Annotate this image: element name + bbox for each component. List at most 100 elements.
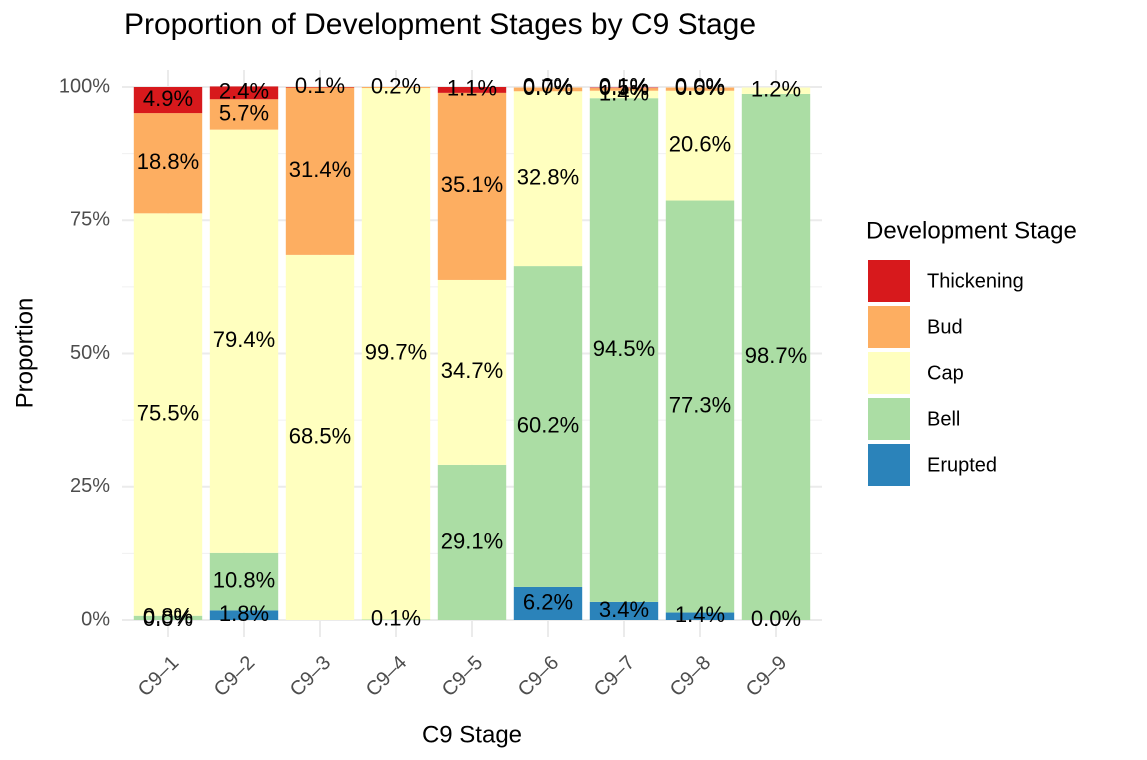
bar-segment xyxy=(589,98,659,602)
value-label: 0.1% xyxy=(599,74,649,99)
value-label: 1.4% xyxy=(599,80,649,105)
bar-segment xyxy=(285,254,355,620)
bar-segment xyxy=(209,86,279,100)
value-label: 60.2% xyxy=(517,412,579,437)
legend-key xyxy=(868,306,910,348)
value-label: 10.8% xyxy=(213,567,275,592)
value-label: 0.6% xyxy=(675,75,725,100)
value-label: 34.7% xyxy=(441,358,503,383)
bar-segment xyxy=(133,615,203,620)
value-label: 1.2% xyxy=(751,77,801,102)
value-label: 0.7% xyxy=(523,75,573,100)
y-tick-label: 75% xyxy=(70,209,110,231)
value-label: 18.8% xyxy=(137,149,199,174)
value-label: 1.8% xyxy=(219,601,269,626)
value-label: 1.1% xyxy=(447,76,497,101)
value-label: 77.3% xyxy=(669,392,731,417)
value-label: 68.5% xyxy=(289,423,351,448)
value-label: 0.0% xyxy=(523,73,573,98)
x-tick-label: C9–4 xyxy=(362,652,411,701)
legend-key xyxy=(868,260,910,302)
bar-segment xyxy=(133,87,203,114)
value-label: 5.7% xyxy=(219,100,269,125)
x-tick-label: C9–7 xyxy=(590,652,639,701)
bar-segment xyxy=(361,619,431,620)
x-tick-label: C9–5 xyxy=(438,652,487,701)
bar-segment xyxy=(665,200,735,613)
bar-segment xyxy=(209,99,279,130)
bar-segment xyxy=(665,87,735,91)
legend-title: Development Stage xyxy=(866,217,1077,244)
x-tick-label: C9–8 xyxy=(666,652,715,701)
bar-segment xyxy=(665,90,735,201)
value-label: 6.2% xyxy=(523,589,573,614)
value-label: 32.8% xyxy=(517,164,579,189)
y-axis-title: Proportion xyxy=(11,298,38,409)
bar-segment xyxy=(437,464,507,620)
x-tick-label: C9–3 xyxy=(286,652,335,701)
bar-segment xyxy=(209,552,279,611)
value-label: 2.4% xyxy=(219,79,269,104)
legend-label: Thickening xyxy=(927,270,1024,292)
value-label: 0.8% xyxy=(143,604,193,629)
bar-segment xyxy=(589,90,659,99)
legend-key xyxy=(868,398,910,440)
bar-segment xyxy=(513,586,583,620)
value-label: 31.4% xyxy=(289,157,351,182)
bar-segment xyxy=(589,88,659,91)
legend-label: Bud xyxy=(927,316,963,338)
value-label: 0.1% xyxy=(371,606,421,631)
chart-title: Proportion of Development Stages by C9 S… xyxy=(124,8,756,41)
x-tick-label: C9–1 xyxy=(134,652,183,701)
legend-label: Erupted xyxy=(927,454,997,476)
legend-key xyxy=(868,352,910,394)
x-tick-label: C9–2 xyxy=(210,652,259,701)
y-tick-label: 0% xyxy=(81,608,110,630)
value-label: 0.0% xyxy=(143,606,193,631)
value-label: 75.5% xyxy=(137,400,199,425)
value-label: 20.6% xyxy=(669,131,731,156)
bar-segment xyxy=(589,87,659,89)
value-label: 0.0% xyxy=(751,606,801,631)
x-axis-title: C9 Stage xyxy=(422,721,522,748)
bar-segment xyxy=(437,87,507,93)
bar-segment xyxy=(209,129,279,553)
bar-segment xyxy=(513,266,583,587)
bar-segment xyxy=(133,213,203,616)
value-label: 3.4% xyxy=(599,597,649,622)
y-tick-label: 50% xyxy=(70,342,110,364)
bar-segment xyxy=(589,601,659,620)
x-tick-label: C9–9 xyxy=(742,652,791,701)
legend-label: Bell xyxy=(927,408,960,430)
value-label: 94.5% xyxy=(593,336,655,361)
value-label: 35.1% xyxy=(441,172,503,197)
legend-label: Cap xyxy=(927,362,964,384)
bar-segment xyxy=(741,93,811,620)
value-label: 29.1% xyxy=(441,528,503,553)
y-tick-label: 100% xyxy=(59,75,110,97)
value-label: 79.4% xyxy=(213,327,275,352)
value-label: 0.2% xyxy=(371,73,421,98)
bar-segment xyxy=(285,87,355,88)
value-label: 98.7% xyxy=(745,343,807,368)
legend-key xyxy=(868,444,910,486)
value-label: 0.0% xyxy=(675,73,725,98)
value-label: 0.5% xyxy=(599,75,649,100)
bar-segment xyxy=(513,91,583,267)
bar-segment xyxy=(133,113,203,214)
value-label: 4.9% xyxy=(143,86,193,111)
bar-segment xyxy=(361,87,431,89)
bar-segment xyxy=(209,610,279,620)
bar-segment xyxy=(665,612,735,620)
value-label: 99.7% xyxy=(365,340,427,365)
bar-segment xyxy=(513,87,583,92)
bar-segment xyxy=(741,87,811,94)
bar-segment xyxy=(361,88,431,620)
bar-segment xyxy=(285,87,355,255)
bar-segment xyxy=(437,279,507,465)
bar-segment xyxy=(437,92,507,280)
value-label: 0.1% xyxy=(295,73,345,98)
y-tick-label: 25% xyxy=(70,475,110,497)
value-label: 1.4% xyxy=(675,602,725,627)
